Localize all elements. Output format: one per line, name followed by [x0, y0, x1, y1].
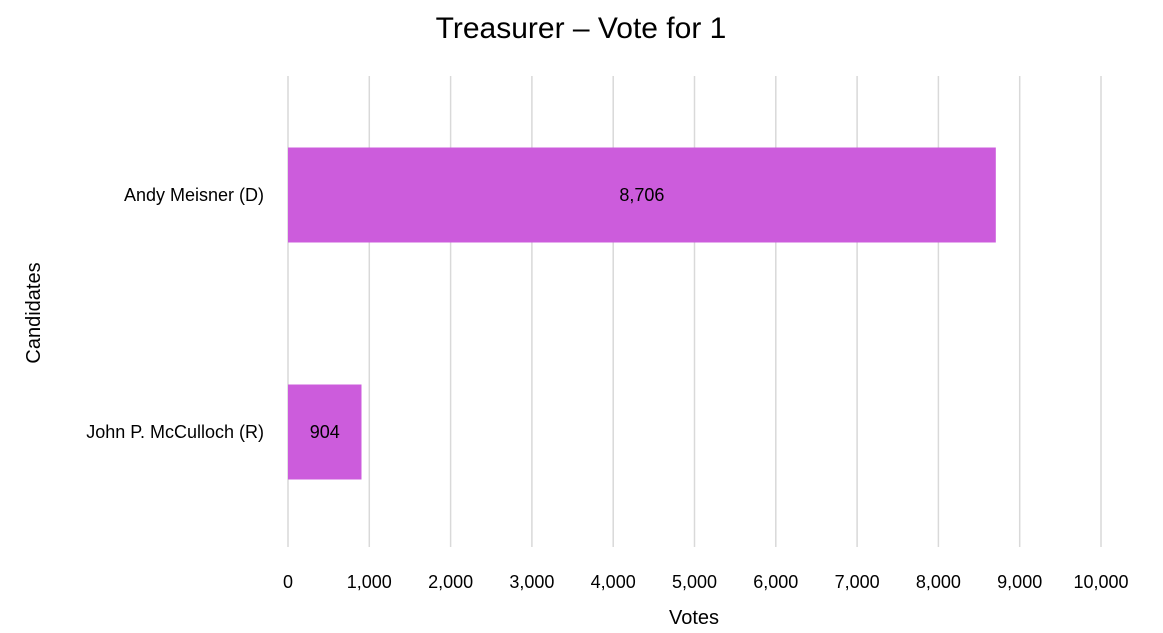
y-axis-categories: Andy Meisner (D) John P. McCulloch (R): [86, 185, 264, 442]
x-tick-label: 9,000: [997, 572, 1042, 592]
data-labels: 8,706 904: [310, 185, 665, 442]
x-tick-label: 7,000: [835, 572, 880, 592]
bar: [288, 384, 362, 480]
chart-title: Treasurer – Vote for 1: [436, 12, 727, 45]
x-tick-label: 10,000: [1073, 572, 1128, 592]
x-tick-label: 4,000: [591, 572, 636, 592]
y-category-label: Andy Meisner (D): [124, 185, 264, 205]
data-label: 8,706: [619, 185, 664, 205]
bar: [288, 147, 996, 243]
y-category-label: John P. McCulloch (R): [86, 422, 264, 442]
x-tick-label: 3,000: [509, 572, 554, 592]
x-tick-label: 6,000: [753, 572, 798, 592]
bars: [288, 147, 996, 480]
x-tick-label: 8,000: [916, 572, 961, 592]
x-tick-label: 5,000: [672, 572, 717, 592]
y-axis-title: Candidates: [23, 262, 45, 363]
x-axis-title: Votes: [669, 607, 719, 629]
data-label: 904: [310, 422, 340, 442]
x-tick-label: 0: [283, 572, 293, 592]
gridlines: [287, 76, 1102, 547]
x-axis-ticks: 0 1,000 2,000 3,000 4,000 5,000 6,000 7,000 8,00…: [283, 572, 1129, 592]
x-tick-label: 2,000: [428, 572, 473, 592]
x-tick-label: 1,000: [347, 572, 392, 592]
